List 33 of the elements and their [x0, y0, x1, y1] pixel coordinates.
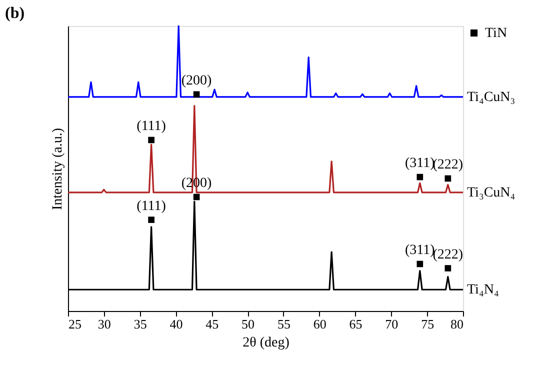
annotation: (222) [432, 247, 464, 262]
annotation: (222) [432, 157, 464, 172]
point [444, 175, 452, 182]
annotation: (111) [136, 198, 166, 214]
x-tick-label: 60 [313, 316, 326, 332]
x-axis-title: 2θ (deg) [242, 336, 290, 350]
x-tick-label: 40 [170, 316, 183, 332]
point [444, 265, 452, 272]
annotation: (311) [405, 156, 436, 172]
annotation: (200) [181, 73, 212, 88]
point [193, 91, 200, 98]
x-tick-label: 55 [277, 316, 290, 332]
x-tick-label: 45 [206, 316, 219, 332]
chart-title: (b) [5, 5, 25, 22]
series-label: Ti₄N₄ [467, 282, 499, 298]
point [193, 194, 200, 200]
x-tick-label: 50 [242, 316, 255, 332]
legend-label: TiN [485, 26, 508, 41]
y-axis-title: Intensity (a.u.) [50, 128, 66, 210]
x-tick-label: 25 [68, 316, 82, 332]
x-tick-label: 65 [349, 316, 362, 332]
series-label: Ti₄CuN₃ [467, 90, 516, 105]
series-label: Ti₃CuN₄ [467, 185, 516, 200]
annotation: (111) [136, 119, 166, 134]
x-tick-label: 30 [98, 316, 111, 332]
x-tick-label: 70 [385, 316, 398, 332]
point [416, 174, 424, 180]
point [416, 260, 424, 268]
x-tick-label: 35 [134, 316, 147, 332]
x-tick-label: 80 [450, 316, 464, 332]
x-tick-label: 75 [421, 316, 434, 332]
point [148, 216, 154, 223]
point [148, 136, 154, 144]
